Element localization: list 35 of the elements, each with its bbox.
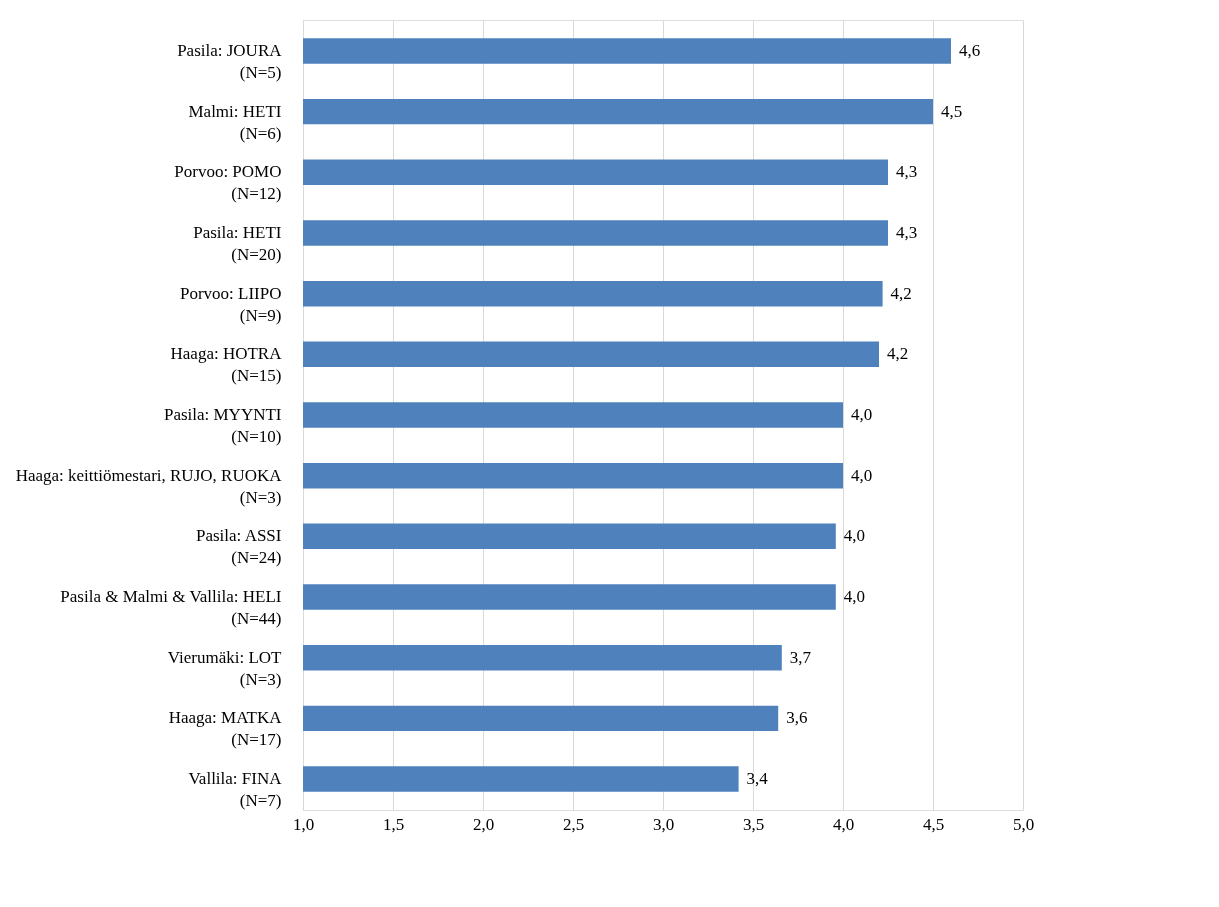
y-tick-label: Porvoo: LIIPO (N=9) (179, 283, 282, 325)
data-label: 4,0 (843, 587, 866, 607)
data-label: 4,5 (941, 101, 963, 121)
data-label: 3,4 (746, 769, 769, 789)
x-tick-label: 4,5 (922, 814, 945, 834)
x-tick-label: 3,5 (742, 814, 765, 834)
data-label: 4,2 (887, 344, 909, 364)
y-tick-label: Haaga: HOTRA (N=15) (170, 344, 283, 386)
x-tick-label: 5,0 (1012, 814, 1035, 834)
y-tick-label: Pasila: HETI (N=20) (193, 222, 282, 264)
y-tick-label: Porvoo: POMO (N=12) (174, 162, 282, 204)
y-tick-label: Vierumäki: LOT (N=3) (167, 647, 283, 689)
x-tick-label: 3,0 (652, 814, 675, 834)
y-tick-label: Haaga: MATKA (N=17) (168, 708, 283, 750)
y-tick-label: Pasila: JOURA (N=5) (177, 40, 283, 82)
data-label: 4,0 (851, 405, 873, 424)
data-label: 4,3 (896, 162, 918, 182)
data-label: 4,0 (851, 465, 873, 485)
data-label: 4,2 (890, 283, 912, 303)
y-tick-label: Pasila: ASSI (N=24) (196, 526, 282, 568)
y-tick-label: Pasila: MYYNTI (N=10) (163, 405, 282, 446)
x-tick-label: 4,0 (832, 814, 855, 834)
data-label: 4,3 (896, 222, 918, 242)
y-tick-label: Haaga: keittiömestari, RUJO, RUOKA (N=3) (15, 465, 283, 507)
y-tick-label: Malmi: HETI (N=6) (188, 101, 282, 143)
x-tick-label: 1,5 (382, 814, 405, 834)
data-label: 4,6 (959, 40, 981, 60)
x-tick-label: 2,0 (472, 814, 495, 834)
x-tick-label: 1,0 (292, 814, 315, 834)
data-label: 3,7 (789, 647, 812, 667)
y-tick-label: Pasila & Malmi & Vallila: HELI (N=44) (60, 587, 282, 629)
data-label: 3,6 (786, 708, 808, 728)
x-tick-label: 2,5 (562, 814, 585, 834)
y-tick-label: Vallila: FINA (N=7) (188, 769, 283, 811)
data-label: 4,0 (843, 526, 866, 546)
